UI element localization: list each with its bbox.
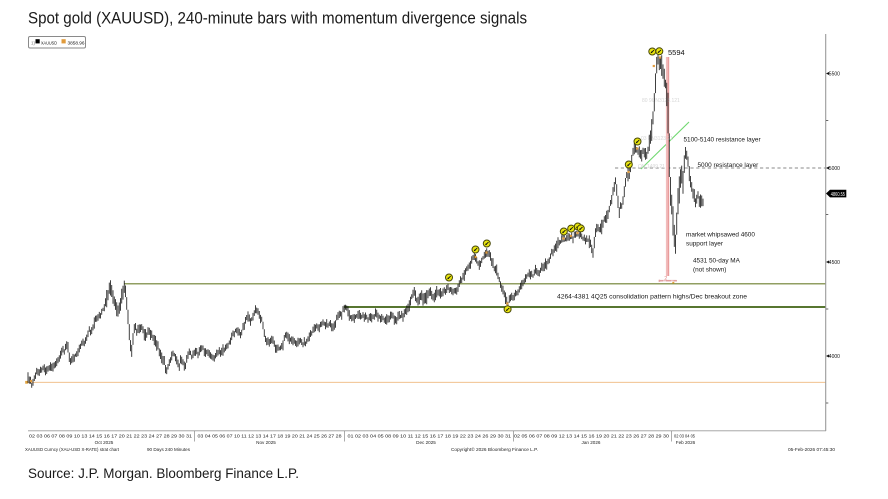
svg-text:02 05 06 07 08 09 12 13 14 15: 02 05 06 07 08 09 12 13 14 15 16 19 20 2… <box>514 434 670 439</box>
svg-text:Nov 2025: Nov 2025 <box>256 440 276 445</box>
svg-text:support layer: support layer <box>686 241 724 248</box>
svg-text:4264-4381 4Q25 consolidation p: 4264-4381 4Q25 consolidation pattern hig… <box>557 294 747 301</box>
svg-text:5500: 5500 <box>829 71 840 77</box>
svg-text:5000 resistance layer: 5000 resistance layer <box>698 162 760 169</box>
svg-text:Feb 2026: Feb 2026 <box>676 440 696 445</box>
svg-text:ON 1499.21: ON 1499.21 <box>638 164 665 170</box>
svg-text:01 02 03 04 05 08 09 10 11 12: 01 02 03 04 05 08 09 10 11 12 15 16 17 1… <box>348 434 512 439</box>
svg-text:02 03 06 07 08 09 10 13 14 15: 02 03 06 07 08 09 10 13 14 15 16 17 20 2… <box>29 434 193 439</box>
svg-text:4860.55: 4860.55 <box>831 192 845 198</box>
svg-text:XAUUSD: XAUUSD <box>41 41 57 47</box>
svg-text:4500: 4500 <box>829 260 840 266</box>
svg-text:80 9UN3123.121: 80 9UN3123.121 <box>642 98 680 104</box>
svg-text:Copyright© 2026 Bloomberg Fina: Copyright© 2026 Bloomberg Finance L.P. <box>451 446 538 452</box>
svg-text:XAUUSD Curncy (XAU-USD X-RATE): XAUUSD Curncy (XAU-USD X-RATE) strat cha… <box>25 447 120 452</box>
svg-text:3858.96: 3858.96 <box>68 41 85 47</box>
svg-text:5594: 5594 <box>668 48 685 57</box>
svg-text:Source: J.P. Morgan. Bloomberg: Source: J.P. Morgan. Bloomberg Finance L… <box>28 465 299 481</box>
svg-text:02 03 04 05: 02 03 04 05 <box>674 434 696 439</box>
svg-text:Jan 2026: Jan 2026 <box>582 440 601 445</box>
svg-text:Oct 2025: Oct 2025 <box>95 440 114 445</box>
svg-text:90 Days 240 Minutes: 90 Days 240 Minutes <box>147 447 191 452</box>
svg-text:4531 50-day MA: 4531 50-day MA <box>693 258 741 265</box>
svg-text:5000: 5000 <box>829 166 840 172</box>
svg-text:03 PN3123.21: 03 PN3123.21 <box>641 136 673 142</box>
svg-text:Dec 2025: Dec 2025 <box>416 440 436 445</box>
svg-text:market whipsawed 4600: market whipsawed 4600 <box>686 232 755 239</box>
svg-text:Spot gold (XAUUSD), 240-minute: Spot gold (XAUUSD), 240-minute bars with… <box>28 9 527 28</box>
svg-text:05-Feb-2026 07:45:30: 05-Feb-2026 07:45:30 <box>788 447 836 452</box>
svg-text:03 04 05 06 07 10 11 12 13 14: 03 04 05 06 07 10 11 12 13 14 17 18 19 2… <box>198 434 343 439</box>
svg-text:5100-5140 resistance layer: 5100-5140 resistance layer <box>684 137 762 144</box>
svg-text:(not shown): (not shown) <box>693 267 726 274</box>
svg-text:1): 1) <box>31 41 36 46</box>
svg-text:2: 2 <box>664 276 667 282</box>
svg-text:4000: 4000 <box>829 354 840 360</box>
